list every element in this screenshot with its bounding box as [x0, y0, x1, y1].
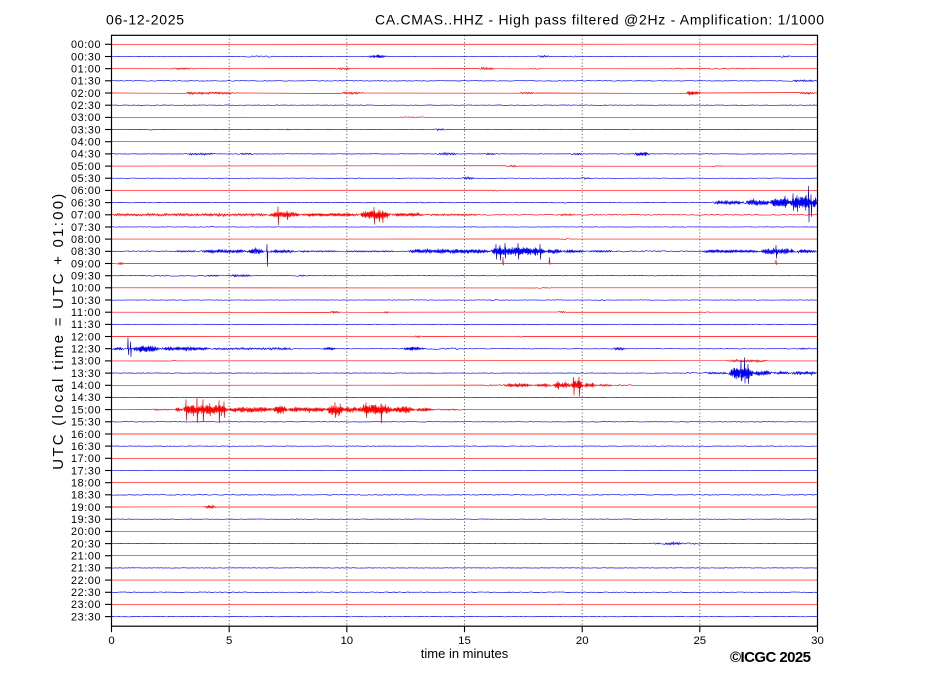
svg-text:12:30: 12:30: [71, 344, 101, 356]
svg-text:15:00: 15:00: [71, 404, 101, 416]
svg-text:19:30: 19:30: [71, 514, 101, 526]
svg-text:13:30: 13:30: [71, 368, 101, 380]
svg-text:07:30: 07:30: [71, 222, 101, 234]
svg-text:16:30: 16:30: [71, 441, 101, 453]
svg-text:20: 20: [576, 635, 589, 647]
svg-text:5: 5: [226, 635, 232, 647]
svg-text:05:30: 05:30: [71, 173, 101, 185]
svg-text:08:30: 08:30: [71, 246, 101, 258]
svg-text:01:00: 01:00: [71, 64, 101, 76]
svg-text:11:30: 11:30: [71, 319, 101, 331]
svg-text:01:30: 01:30: [71, 76, 101, 88]
svg-text:03:00: 03:00: [71, 112, 101, 124]
svg-text:04:00: 04:00: [71, 137, 101, 149]
svg-text:07:00: 07:00: [71, 210, 101, 222]
svg-text:02:00: 02:00: [71, 88, 101, 100]
svg-text:12:00: 12:00: [71, 331, 101, 343]
svg-text:23:30: 23:30: [71, 611, 101, 623]
svg-text:06-12-2025: 06-12-2025: [106, 11, 184, 27]
svg-text:00:00: 00:00: [71, 39, 101, 51]
svg-text:18:30: 18:30: [71, 490, 101, 502]
svg-text:22:00: 22:00: [71, 575, 101, 587]
svg-text:UTC (local time = UTC + 01:00): UTC (local time = UTC + 01:00): [50, 194, 67, 470]
svg-text:©ICGC 2025: ©ICGC 2025: [730, 649, 811, 666]
svg-text:00:30: 00:30: [71, 51, 101, 63]
svg-text:30: 30: [811, 635, 824, 647]
svg-text:19:00: 19:00: [71, 502, 101, 514]
svg-text:10:30: 10:30: [71, 295, 101, 307]
svg-text:13:00: 13:00: [71, 356, 101, 368]
svg-text:17:00: 17:00: [71, 453, 101, 465]
svg-text:0: 0: [108, 635, 114, 647]
svg-text:14:30: 14:30: [71, 392, 101, 404]
svg-text:20:30: 20:30: [71, 538, 101, 550]
svg-text:16:00: 16:00: [71, 429, 101, 441]
svg-text:06:30: 06:30: [71, 197, 101, 209]
svg-text:06:00: 06:00: [71, 185, 101, 197]
svg-text:10:00: 10:00: [71, 283, 101, 295]
svg-text:15: 15: [458, 635, 471, 647]
svg-text:02:30: 02:30: [71, 100, 101, 112]
svg-text:08:00: 08:00: [71, 234, 101, 246]
svg-text:18:00: 18:00: [71, 478, 101, 490]
svg-text:21:00: 21:00: [71, 551, 101, 563]
svg-text:21:30: 21:30: [71, 563, 101, 575]
svg-text:10: 10: [340, 635, 353, 647]
svg-text:22:30: 22:30: [71, 587, 101, 599]
svg-text:03:30: 03:30: [71, 124, 101, 136]
svg-text:25: 25: [693, 635, 706, 647]
svg-text:09:00: 09:00: [71, 258, 101, 270]
svg-text:17:30: 17:30: [71, 465, 101, 477]
svg-text:11:00: 11:00: [71, 307, 101, 319]
svg-text:09:30: 09:30: [71, 271, 101, 283]
svg-text:04:30: 04:30: [71, 149, 101, 161]
svg-text:time in minutes: time in minutes: [421, 646, 509, 661]
svg-text:CA.CMAS..HHZ - High pass filte: CA.CMAS..HHZ - High pass filtered @2Hz -…: [375, 11, 824, 27]
svg-text:20:00: 20:00: [71, 526, 101, 538]
svg-text:05:00: 05:00: [71, 161, 101, 173]
svg-text:14:00: 14:00: [71, 380, 101, 392]
svg-text:23:00: 23:00: [71, 599, 101, 611]
svg-text:15:30: 15:30: [71, 417, 101, 429]
